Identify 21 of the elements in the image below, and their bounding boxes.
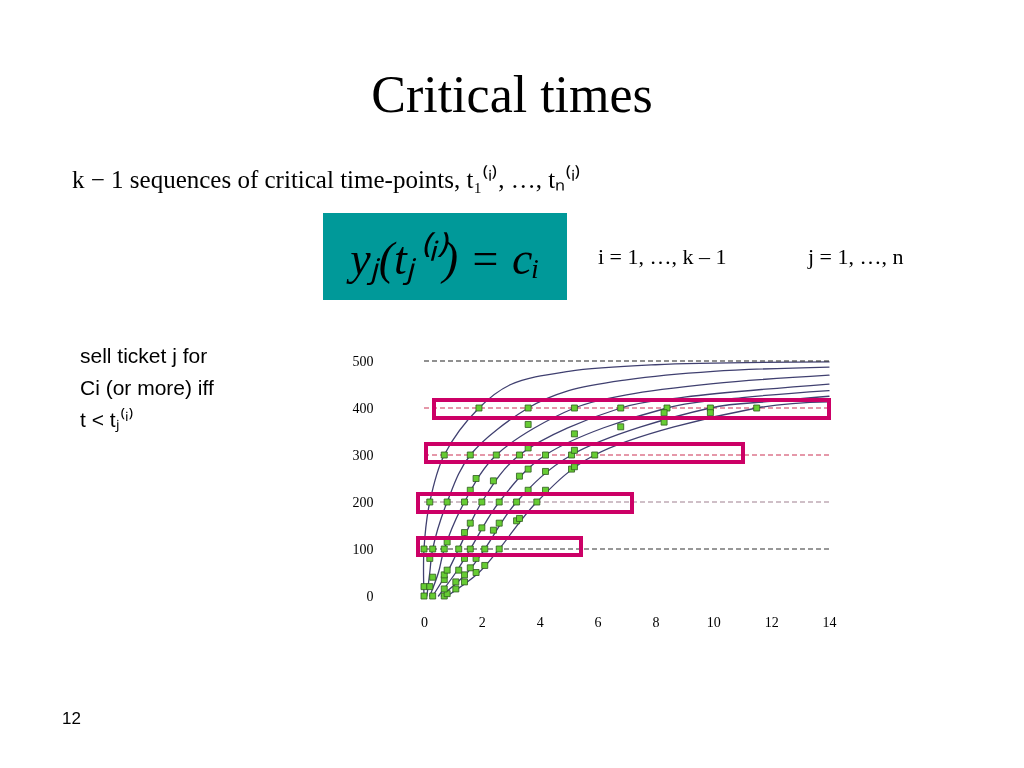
- y-tick-label: 500: [352, 353, 374, 369]
- x-tick-label: 0: [421, 614, 428, 630]
- text: j = 1, …, n: [807, 244, 904, 269]
- text: yⱼ(tⱼ⁽ⁱ⁾) = cᵢ: [346, 232, 540, 286]
- text: k − 1 sequences of critical time-points, t₁⁽ⁱ⁾, …, tₙ⁽ⁱ⁾: [72, 165, 582, 193]
- x-tick-label: 10: [706, 614, 721, 630]
- x-tick-label: 6: [594, 614, 602, 630]
- x-tick-label: 4: [536, 614, 544, 630]
- x-tick-label: 2: [478, 614, 486, 630]
- chart-title: Critical times: [371, 66, 653, 123]
- y-tick-label: 400: [352, 400, 374, 416]
- text: 12: [62, 709, 81, 728]
- x-tick-label: 12: [764, 614, 779, 630]
- text: i = 1, …, k – 1: [598, 244, 727, 269]
- y-tick-label: 200: [352, 494, 374, 510]
- x-tick-label: 8: [652, 614, 660, 630]
- y-tick-label: 0: [366, 588, 374, 604]
- x-tick-label: 14: [822, 614, 837, 630]
- text: sell ticket j for Ci (or more) iff t < tⱼ⁽ⁱ⁾: [80, 344, 214, 433]
- y-tick-label: 100: [352, 541, 374, 557]
- y-tick-label: 300: [352, 447, 374, 463]
